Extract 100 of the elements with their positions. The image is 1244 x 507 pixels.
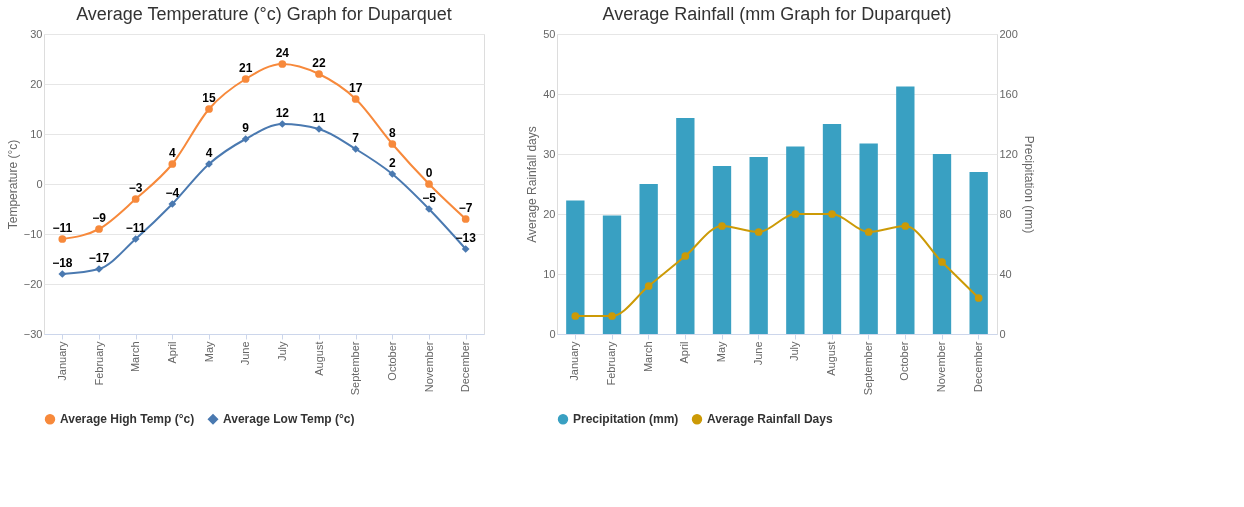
y-tick-label: 40 <box>543 87 556 100</box>
legend-label: Average Rainfall Days <box>707 412 833 427</box>
point <box>351 95 360 103</box>
x-tick-label: December <box>459 341 472 393</box>
point <box>901 222 910 230</box>
data-label: 7 <box>352 131 360 145</box>
bar <box>822 124 842 334</box>
data-label: 0 <box>425 166 433 180</box>
bar <box>859 143 878 334</box>
point <box>644 282 653 290</box>
y2-tick-label: 200 <box>999 27 1018 40</box>
point <box>791 210 800 218</box>
point <box>461 215 470 223</box>
bar <box>969 172 988 334</box>
x-tick-label: May <box>202 341 215 363</box>
x-tick-label: September <box>861 341 874 396</box>
point <box>58 235 67 243</box>
point <box>864 228 873 236</box>
x-tick-label: October <box>898 341 911 381</box>
data-label: 2 <box>388 156 396 170</box>
data-label: −5 <box>422 191 437 205</box>
point <box>571 312 580 320</box>
point <box>388 170 397 178</box>
bar <box>639 184 658 334</box>
data-label: 9 <box>242 121 250 135</box>
point <box>828 210 836 218</box>
legend-label: Precipitation (mm) <box>573 412 679 427</box>
y-tick-label: 10 <box>543 267 556 280</box>
x-tick-label: May <box>715 341 727 363</box>
x-tick-label: July <box>788 341 801 362</box>
x-tick-label: June <box>239 341 252 366</box>
y2-tick-label: 40 <box>999 267 1012 280</box>
point <box>278 120 287 128</box>
bar <box>932 154 952 334</box>
bar <box>566 200 585 334</box>
x-tick-label: April <box>678 341 691 364</box>
data-label: −11 <box>52 221 73 235</box>
x-tick-label: December <box>971 341 984 393</box>
bar <box>786 146 805 334</box>
y-tick-label: 10 <box>30 127 43 140</box>
point <box>205 105 213 113</box>
x-tick-label: July <box>275 341 288 362</box>
point <box>754 228 763 236</box>
bar <box>676 118 695 334</box>
x-tick-label: March <box>129 341 142 373</box>
point <box>425 180 433 188</box>
point <box>241 75 250 83</box>
data-label: 15 <box>202 91 216 105</box>
point <box>974 294 983 302</box>
point <box>241 135 250 143</box>
data-label: 24 <box>275 46 290 60</box>
point <box>131 235 140 243</box>
y2-axis-title: Precipitation (mm) <box>1021 135 1036 234</box>
chart-title: Average Temperature (°c) Graph for Duparquet <box>76 4 452 24</box>
x-tick-label: August <box>825 341 837 376</box>
data-label: 11 <box>312 111 326 125</box>
point <box>718 222 726 230</box>
y-tick-label: 30 <box>30 27 43 40</box>
point <box>608 312 616 320</box>
y-tick-label: 20 <box>543 207 556 220</box>
bar <box>712 166 732 334</box>
point <box>938 258 946 266</box>
x-tick-label: January <box>55 341 68 381</box>
y-tick-label: −30 <box>23 327 43 340</box>
y-tick-label: 0 <box>36 177 43 190</box>
data-label: 4 <box>168 146 176 160</box>
y-axis-title: Average Rainfall days <box>525 126 540 243</box>
data-label: −7 <box>458 201 473 215</box>
y-tick-label: −20 <box>23 277 43 290</box>
bar <box>896 86 915 334</box>
bar <box>749 157 768 334</box>
point <box>131 195 140 203</box>
data-label: −18 <box>52 256 73 270</box>
x-tick-label: January <box>568 341 581 381</box>
data-label: −4 <box>165 186 180 200</box>
data-label: 17 <box>348 81 363 95</box>
data-label: −9 <box>92 211 107 225</box>
point <box>168 200 177 208</box>
y-axis-title: Temperature (°c) <box>5 139 20 230</box>
y-tick-label: 20 <box>30 77 43 90</box>
point <box>95 225 103 233</box>
legend-label: Average High Temp (°c) <box>60 412 195 427</box>
data-label: −17 <box>88 251 110 265</box>
point <box>168 160 177 168</box>
x-tick-label: April <box>165 341 178 364</box>
point <box>388 140 397 148</box>
x-tick-label: August <box>312 341 325 376</box>
data-label: 8 <box>388 126 396 140</box>
data-label: 12 <box>275 106 290 120</box>
data-label: −3 <box>128 181 143 195</box>
data-label: 22 <box>312 56 326 70</box>
point <box>461 245 470 253</box>
y2-tick-label: 120 <box>999 147 1018 160</box>
point <box>315 70 323 78</box>
data-label: 21 <box>238 61 253 75</box>
x-tick-label: June <box>751 341 764 366</box>
chart-title: Average Rainfall (mm Graph for Duparquet) <box>602 4 952 24</box>
y-tick-label: 30 <box>543 147 556 160</box>
x-tick-label: February <box>605 341 617 386</box>
point <box>351 145 360 153</box>
